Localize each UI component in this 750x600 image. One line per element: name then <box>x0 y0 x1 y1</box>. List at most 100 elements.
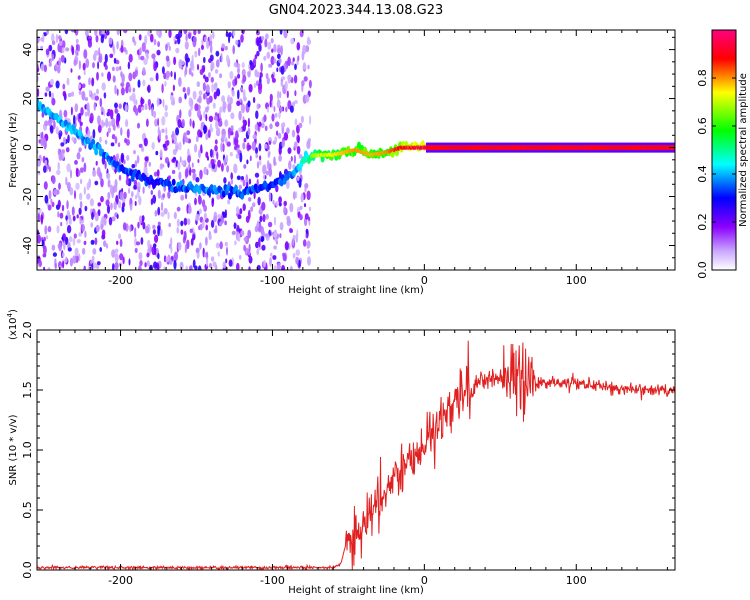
signal-core <box>559 145 562 151</box>
noise-speckle <box>265 33 269 40</box>
noise-speckle <box>157 252 160 260</box>
noise-speckle <box>273 43 277 53</box>
noise-speckle <box>143 137 148 147</box>
noise-speckle <box>247 117 250 128</box>
noise-speckle <box>136 181 141 192</box>
noise-speckle <box>303 76 308 82</box>
signal-core <box>504 145 507 151</box>
noise-speckle <box>106 131 109 138</box>
noise-speckle <box>264 125 268 131</box>
noise-speckle <box>203 166 208 175</box>
noise-speckle <box>114 248 119 254</box>
noise-speckle <box>251 202 256 208</box>
noise-speckle <box>133 150 136 155</box>
noise-speckle <box>153 171 158 177</box>
noise-speckle <box>95 224 100 233</box>
noise-speckle <box>57 35 62 40</box>
signal-core <box>606 145 609 151</box>
noise-speckle <box>83 70 86 76</box>
colorbar-label: Normalized spectral amplitude <box>738 73 749 227</box>
noise-speckle <box>224 119 229 127</box>
noise-speckle <box>157 221 161 226</box>
noise-speckle <box>137 79 141 88</box>
noise-speckle <box>202 218 205 229</box>
signal-core <box>658 145 661 151</box>
noise-speckle <box>58 242 62 252</box>
noise-speckle <box>248 178 252 185</box>
noise-speckle <box>243 236 248 242</box>
noise-speckle <box>291 129 296 138</box>
noise-speckle <box>157 189 161 199</box>
noise-speckle <box>154 118 158 127</box>
noise-speckle <box>227 81 231 89</box>
noise-speckle <box>216 88 221 97</box>
noise-speckle <box>210 256 215 262</box>
noise-speckle <box>236 175 241 181</box>
noise-speckle <box>101 216 105 223</box>
noise-speckle <box>192 90 197 100</box>
noise-speckle <box>72 237 76 246</box>
signal-core <box>526 145 529 151</box>
noise-speckle <box>172 148 177 156</box>
noise-speckle <box>37 212 40 222</box>
noise-speckle <box>284 241 289 251</box>
noise-speckle <box>51 201 55 207</box>
signal-core <box>527 145 530 151</box>
noise-speckle <box>243 164 247 169</box>
noise-speckle <box>264 38 268 48</box>
signal-core <box>621 145 624 151</box>
noise-speckle <box>200 144 203 154</box>
noise-speckle <box>272 255 277 260</box>
noise-speckle <box>228 132 231 139</box>
noise-speckle <box>274 113 278 118</box>
noise-speckle <box>182 87 186 93</box>
noise-speckle <box>60 55 65 63</box>
noise-speckle <box>287 74 292 81</box>
noise-speckle <box>279 233 282 239</box>
noise-speckle <box>115 153 120 160</box>
noise-speckle <box>168 222 171 228</box>
noise-speckle <box>170 237 173 247</box>
noise-speckle <box>258 81 263 91</box>
noise-speckle <box>139 47 142 56</box>
noise-speckle <box>286 180 290 189</box>
noise-speckle <box>275 121 280 127</box>
noise-speckle <box>178 141 182 151</box>
signal-core <box>588 145 591 151</box>
noise-speckle <box>126 154 130 161</box>
noise-speckle <box>208 234 212 240</box>
noise-speckle <box>191 162 194 168</box>
noise-speckle <box>163 208 168 215</box>
signal-core <box>430 145 433 151</box>
noise-speckle <box>72 215 76 222</box>
noise-speckle <box>66 77 70 86</box>
noise-speckle <box>205 84 210 93</box>
noise-speckle <box>132 36 135 43</box>
noise-speckle <box>283 30 288 39</box>
noise-speckle <box>56 225 60 234</box>
noise-speckle <box>147 239 151 249</box>
noise-speckle <box>69 236 73 243</box>
noise-speckle <box>129 224 132 233</box>
signal-core <box>577 145 580 151</box>
noise-speckle <box>270 38 274 44</box>
noise-speckle <box>239 208 243 215</box>
signal-core <box>456 145 459 151</box>
noise-speckle <box>203 56 206 64</box>
noise-speckle <box>279 170 282 180</box>
noise-speckle <box>207 129 211 139</box>
noise-speckle <box>83 162 87 173</box>
signal-core <box>656 145 659 151</box>
noise-speckle <box>213 215 217 223</box>
noise-speckle <box>94 237 98 246</box>
noise-speckle <box>112 124 116 131</box>
signal-core <box>608 145 611 151</box>
signal-blob <box>227 192 232 200</box>
noise-speckle <box>279 106 283 112</box>
noise-speckle <box>273 245 277 250</box>
noise-speckle <box>41 131 44 141</box>
signal-core <box>558 145 560 151</box>
noise-speckle <box>77 75 81 80</box>
noise-speckle <box>147 98 151 107</box>
snr-panel: -200 -100 0 100 0.0 0.5 1.0 1.5 2.0 Height of st… <box>6 309 676 596</box>
